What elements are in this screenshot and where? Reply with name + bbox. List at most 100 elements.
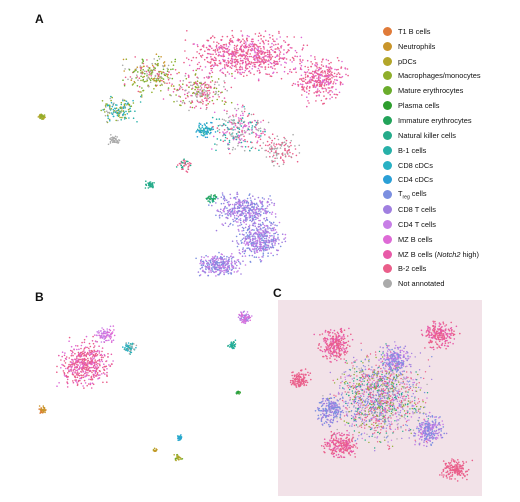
data-point [183, 61, 185, 64]
data-point [224, 139, 226, 142]
data-point [205, 56, 208, 59]
data-point [215, 268, 217, 270]
data-point [257, 237, 260, 239]
data-point [100, 358, 103, 361]
data-point [373, 384, 375, 386]
data-point [221, 194, 224, 196]
data-point [190, 94, 192, 97]
data-point [101, 336, 103, 338]
data-point [271, 211, 274, 213]
data-point [74, 358, 76, 361]
data-point [262, 45, 265, 48]
data-point [96, 360, 99, 362]
data-point [379, 408, 381, 410]
data-point [222, 72, 225, 74]
data-point [260, 135, 262, 137]
data-point [265, 212, 268, 215]
data-point [250, 229, 253, 231]
data-point [202, 46, 205, 48]
data-point [237, 130, 240, 133]
data-point [286, 152, 288, 154]
data-point [155, 53, 158, 55]
data-point [272, 72, 274, 74]
data-point [105, 339, 107, 342]
data-point [231, 127, 233, 130]
data-point [235, 53, 237, 55]
data-point [209, 132, 211, 135]
data-point [258, 231, 261, 233]
data-point [217, 93, 220, 96]
data-point [199, 95, 202, 98]
data-point [322, 72, 324, 74]
data-point [190, 84, 192, 87]
data-point [309, 72, 312, 75]
data-point [221, 214, 224, 217]
data-point [293, 59, 295, 61]
data-point [245, 214, 247, 217]
data-point [428, 365, 431, 367]
data-point [211, 64, 214, 66]
data-point [262, 245, 265, 247]
data-point [237, 49, 239, 52]
data-point [235, 60, 238, 63]
data-point [295, 154, 298, 157]
data-point [290, 155, 292, 158]
data-point [196, 76, 198, 79]
data-point [308, 102, 310, 104]
data-point [271, 242, 273, 245]
data-point [299, 62, 301, 65]
data-point [209, 53, 212, 55]
data-point [310, 72, 313, 74]
data-point [244, 199, 246, 201]
data-point [179, 85, 182, 88]
data-point [263, 250, 265, 252]
data-point [384, 382, 386, 385]
data-point [251, 202, 254, 205]
data-point [103, 331, 105, 333]
data-point [150, 69, 152, 71]
data-point [315, 71, 317, 73]
data-point [247, 247, 249, 249]
data-point [200, 259, 202, 262]
data-point [66, 386, 69, 388]
data-point [60, 359, 62, 361]
data-point [228, 256, 230, 259]
data-point [84, 362, 86, 364]
data-point [219, 139, 222, 141]
data-point [78, 372, 80, 375]
data-point [278, 58, 281, 60]
data-point [227, 65, 230, 67]
data-point [369, 378, 371, 380]
data-point [270, 150, 273, 153]
data-point [56, 385, 58, 388]
data-point [354, 371, 356, 373]
data-point [304, 74, 307, 76]
data-point [321, 80, 324, 83]
data-point [244, 250, 246, 253]
data-point [137, 71, 139, 73]
spatial-plot-c [278, 300, 482, 496]
data-point [159, 80, 161, 83]
data-point [106, 339, 108, 342]
data-point [251, 49, 254, 51]
data-point [273, 51, 276, 53]
data-point [232, 114, 234, 117]
data-point [400, 427, 402, 429]
data-point [62, 370, 65, 372]
data-point [236, 207, 239, 210]
data-point [292, 153, 294, 155]
data-point [236, 48, 238, 50]
data-point [223, 269, 225, 272]
data-point [225, 48, 227, 50]
data-point [236, 245, 239, 248]
data-point [200, 81, 202, 84]
data-point [284, 41, 287, 43]
data-point [222, 53, 225, 55]
data-point [214, 195, 217, 198]
data-point [258, 65, 261, 67]
data-point [244, 125, 247, 128]
data-point [199, 123, 202, 125]
data-point [76, 357, 78, 360]
data-point [200, 92, 202, 95]
data-point [208, 101, 211, 103]
